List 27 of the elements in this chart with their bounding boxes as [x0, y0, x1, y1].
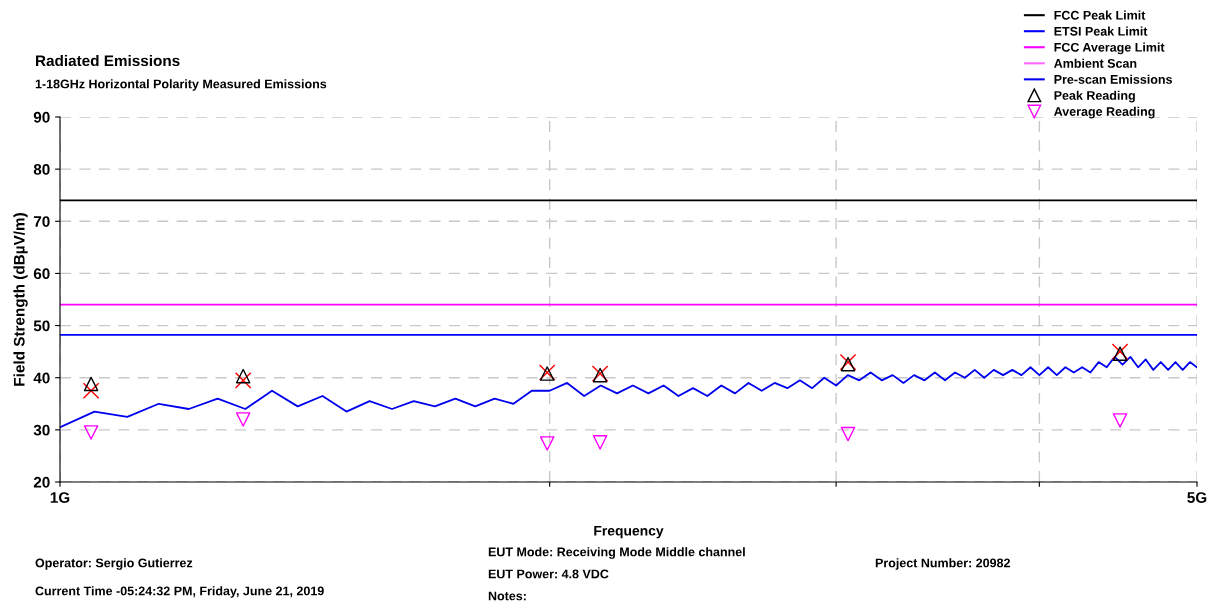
legend-label: ETSI Peak Limit: [1054, 26, 1148, 36]
text: Notes:: [488, 591, 526, 601]
legend-label: Pre-scan Emissions: [1054, 74, 1172, 84]
y-tick-label: 30: [33, 424, 50, 436]
text: Operator: Sergio Gutierrez: [35, 558, 193, 570]
text: EUT Mode: Receiving Mode Middle channel: [488, 547, 745, 559]
legend-label: Peak Reading: [1054, 90, 1135, 103]
text: Current Time -05:24:32 PM, Friday, June 21, 2019: [35, 586, 324, 598]
text: EUT Power: 4.8 VDC: [488, 569, 609, 579]
legend-label: Ambient Scan: [1054, 58, 1137, 68]
legend-label: Average Reading: [1054, 106, 1155, 119]
text: Project Number: 20982: [875, 558, 1010, 570]
y-tick-label: 20: [33, 476, 50, 488]
y-tick-label: 60: [33, 268, 50, 280]
x-tick-label: 5G: [1187, 492, 1207, 503]
y-axis-title: Field Strength (dBµV/m): [13, 213, 28, 386]
y-tick-label: 40: [33, 372, 50, 384]
y-tick-label: 90: [33, 111, 50, 123]
chart-title: Radiated Emissions: [36, 54, 180, 67]
x-tick-label: 1G: [50, 492, 70, 503]
y-tick-label: 70: [33, 216, 50, 227]
y-tick-label: 80: [33, 164, 50, 175]
x-axis-title: Frequency: [594, 525, 664, 539]
legend-label: FCC Peak Limit: [1054, 10, 1146, 20]
y-tick-label: 50: [33, 320, 50, 332]
legend-label: FCC Average Limit: [1054, 42, 1165, 55]
chart-subtitle: 1-18GHz Horizontal Polarity Measured Emissions: [35, 79, 327, 91]
